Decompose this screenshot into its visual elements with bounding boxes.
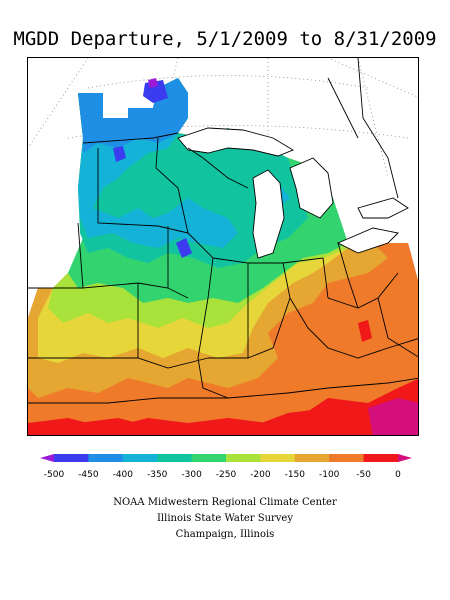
color-legend: -500 -450 -400 -350 -300 -250 -200 -150 -100 -50 0: [40, 450, 412, 484]
legend-bar: -500 -450 -400 -350 -300 -250 -200 -150 -100 -50 0: [40, 454, 412, 480]
legend-swatch: [54, 454, 89, 462]
footer-line-3: Champaign, Illinois: [175, 529, 275, 540]
footer-line-1: NOAA Midwestern Regional Climate Center: [113, 497, 337, 508]
legend-swatch: [329, 454, 365, 462]
great-lakes: [177, 127, 409, 259]
legend-swatch: [157, 454, 193, 462]
departure-map: [28, 58, 418, 435]
legend-tick-label: -400: [113, 470, 134, 480]
legend-swatch: [122, 454, 158, 462]
legend-tick-label: -250: [216, 470, 237, 480]
legend-arrow-left: [40, 454, 54, 462]
legend-arrow-right: [398, 454, 412, 462]
legend-tick-label: -200: [250, 470, 271, 480]
legend-tick-label: -150: [285, 470, 306, 480]
legend-swatch: [363, 454, 399, 462]
map-title: MGDD Departure, 5/1/2009 to 8/31/2009: [13, 28, 437, 50]
map-area: [27, 57, 419, 436]
legend-swatch: [191, 454, 227, 462]
legend-tick-label: 0: [395, 470, 401, 480]
legend-tick-label: -50: [356, 470, 371, 480]
legend-swatch: [294, 454, 330, 462]
footer-line-2: Illinois State Water Survey: [156, 513, 293, 524]
legend-tick-label: -300: [181, 470, 202, 480]
legend-swatch: [260, 454, 296, 462]
legend-tick-label: -100: [319, 470, 340, 480]
legend-swatch: [226, 454, 261, 462]
legend-swatch: [88, 454, 124, 462]
state-boundaries: [28, 58, 418, 404]
legend-tick-label: -500: [44, 470, 65, 480]
legend-tick-label: -350: [147, 470, 168, 480]
legend-tick-label: -450: [78, 470, 99, 480]
